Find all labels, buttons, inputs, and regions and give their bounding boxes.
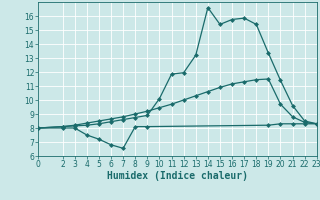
X-axis label: Humidex (Indice chaleur): Humidex (Indice chaleur) xyxy=(107,171,248,181)
